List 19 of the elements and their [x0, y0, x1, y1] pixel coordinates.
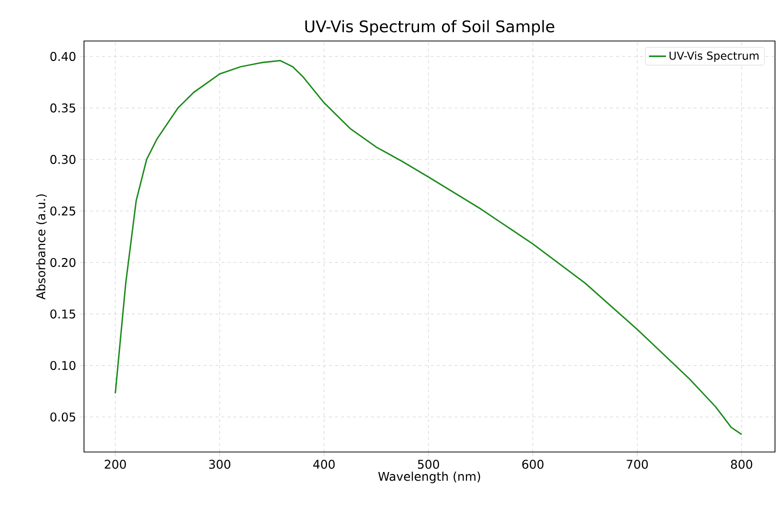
x-tick-label: 200 — [104, 460, 126, 469]
x-tick-label: 400 — [313, 460, 335, 469]
y-tick-label: 0.10 — [50, 360, 76, 370]
legend-label: UV-Vis Spectrum — [670, 51, 759, 62]
x-tick-label: 300 — [209, 460, 230, 469]
y-tick-label: 0.05 — [50, 412, 76, 422]
y-tick-label: 0.25 — [50, 206, 76, 216]
x-tick-label: 700 — [626, 460, 648, 469]
x-axis-title: Wavelength (nm) — [378, 472, 480, 484]
y-tick-label: 0.15 — [50, 309, 76, 318]
chart-title: UV-Vis Spectrum of Soil Sample — [305, 20, 554, 36]
y-tick-label: 0.40 — [50, 52, 76, 61]
x-tick-label: 800 — [731, 460, 752, 469]
y-axis-title: Absorbance (a.u.) — [36, 194, 47, 300]
y-tick-label: 0.20 — [50, 258, 76, 267]
x-tick-label: 500 — [418, 460, 440, 469]
y-tick-label: 0.35 — [50, 103, 76, 112]
y-tick-label: 0.30 — [50, 154, 76, 164]
x-tick-label: 600 — [522, 460, 544, 469]
